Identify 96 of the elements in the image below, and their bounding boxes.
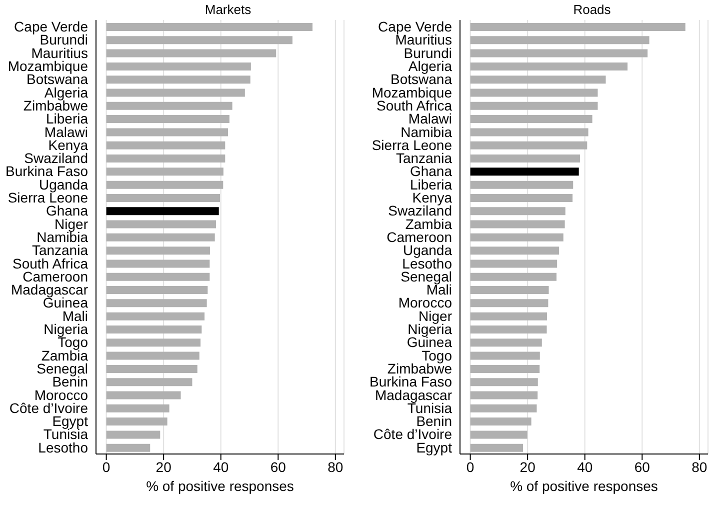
bar — [470, 220, 565, 228]
y-tick-label: Nigeria — [44, 321, 88, 338]
bar — [470, 102, 598, 110]
bar — [106, 325, 202, 334]
y-tick-label: Mozambique — [8, 58, 88, 74]
bar — [470, 246, 560, 255]
bar — [470, 168, 579, 176]
bar — [470, 404, 537, 412]
bar — [106, 364, 198, 373]
x-axis-title: % of positive responses — [509, 478, 659, 494]
bar — [470, 180, 574, 189]
bar — [106, 141, 226, 150]
x-tick-label: 0 — [102, 458, 110, 475]
x-tick-label: 80 — [692, 458, 708, 475]
bar — [106, 168, 224, 176]
x-tick-label: 60 — [270, 458, 286, 475]
bar — [106, 444, 150, 452]
bar — [106, 246, 210, 255]
x-tick-label: 40 — [213, 458, 229, 475]
bar — [106, 23, 312, 31]
bar — [106, 180, 224, 189]
bar — [470, 286, 549, 294]
bar — [470, 36, 650, 44]
bar — [106, 194, 220, 202]
bar — [106, 404, 170, 412]
bar — [470, 312, 548, 320]
bar — [470, 272, 557, 281]
y-tick-label: Lesotho — [38, 439, 88, 456]
bar — [106, 76, 250, 84]
bar — [470, 128, 588, 136]
bar — [106, 352, 200, 360]
bar — [470, 352, 540, 360]
bar — [470, 207, 566, 216]
bar — [470, 88, 598, 97]
bar — [470, 430, 528, 439]
y-tick-label: Senegal — [400, 268, 452, 284]
bar — [470, 444, 523, 452]
y-tick-label: Madagascar — [10, 282, 88, 298]
y-tick-label: Senegal — [36, 360, 88, 376]
y-tick-label: Togo — [422, 347, 452, 364]
bar — [470, 23, 686, 31]
bar — [106, 430, 160, 439]
bar — [106, 233, 215, 242]
x-tick-label: 80 — [328, 458, 344, 475]
bar — [106, 207, 219, 216]
bar — [470, 378, 538, 386]
y-tick-label: Cape Verde — [378, 18, 452, 35]
bar — [106, 220, 216, 228]
x-tick-label: 0 — [466, 458, 474, 475]
bar — [106, 418, 168, 426]
bar — [106, 49, 276, 58]
bar — [106, 88, 245, 97]
y-tick-label: Mozambique — [372, 84, 452, 100]
bar — [470, 62, 628, 70]
bar — [106, 128, 228, 136]
bar — [470, 115, 592, 124]
y-tick-label: Algeria — [408, 58, 452, 74]
x-tick-label: 60 — [634, 458, 650, 475]
x-axis-title: % of positive responses — [145, 478, 295, 494]
bar — [106, 102, 232, 110]
bar — [106, 154, 226, 163]
y-tick-label: Mali — [62, 308, 88, 324]
bar — [106, 338, 201, 347]
bar — [106, 299, 207, 308]
y-tick-label: Algeria — [44, 84, 88, 100]
y-tick-label: Burundi — [404, 44, 452, 61]
bar — [106, 312, 205, 320]
x-tick-label: 20 — [520, 458, 536, 475]
bar — [470, 76, 606, 84]
bar — [106, 62, 251, 70]
bar — [470, 325, 547, 334]
bar — [470, 299, 548, 308]
bar — [106, 378, 192, 386]
bar — [106, 260, 210, 268]
bar — [106, 36, 292, 44]
bar — [106, 115, 230, 124]
bar — [470, 391, 538, 400]
bar — [106, 272, 210, 281]
chart-title: Roads — [572, 2, 612, 17]
bar — [470, 141, 588, 150]
bar — [470, 364, 540, 373]
y-tick-label: Egypt — [52, 413, 88, 430]
chart-title: Markets — [204, 2, 252, 17]
bar — [106, 391, 181, 400]
bar — [470, 194, 573, 202]
bar — [470, 338, 542, 347]
x-tick-label: 40 — [577, 458, 593, 475]
y-tick-label: Uganda — [402, 242, 452, 258]
bar — [470, 154, 580, 163]
bar — [470, 233, 564, 242]
bar — [470, 260, 558, 268]
bar — [470, 49, 648, 58]
bar — [470, 418, 532, 426]
bar — [106, 286, 208, 294]
x-tick-label: 20 — [156, 458, 172, 475]
y-tick-label: Kenya — [412, 190, 452, 206]
